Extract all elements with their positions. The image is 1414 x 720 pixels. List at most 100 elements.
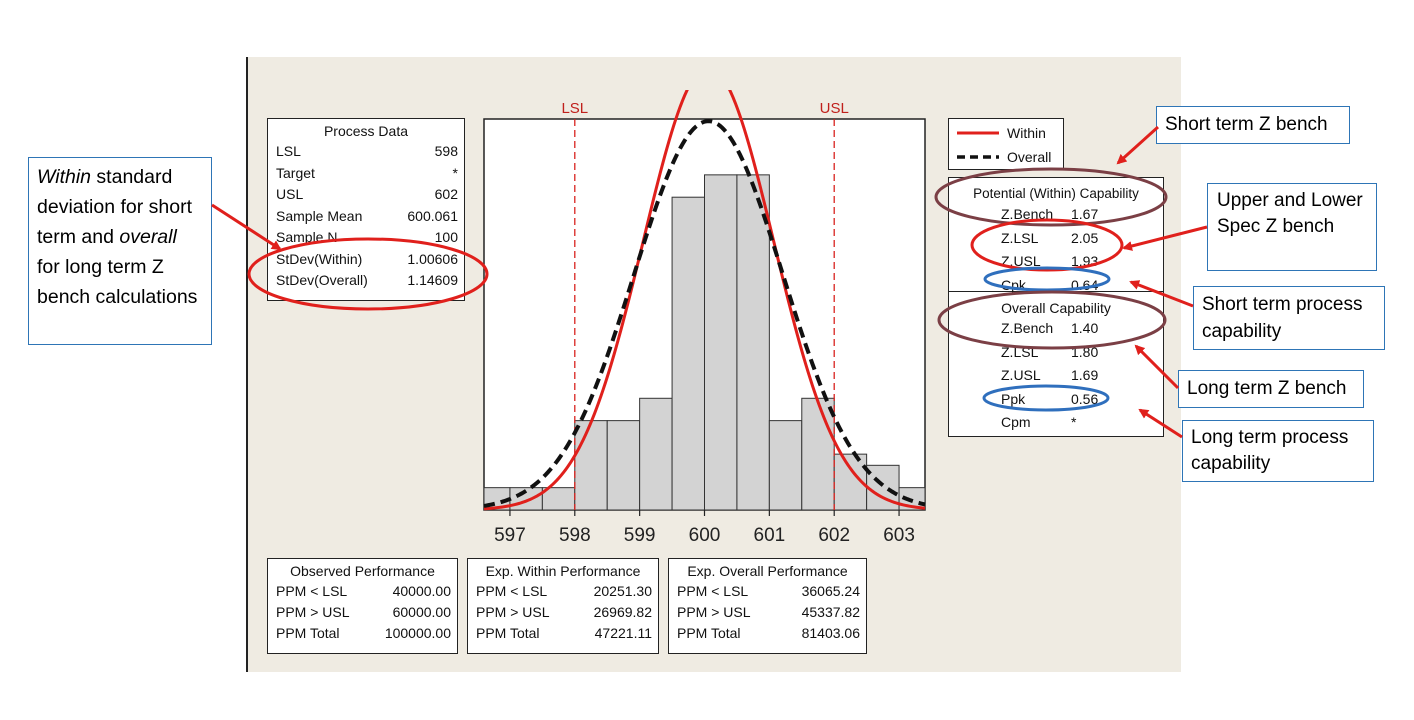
stat-value: 1.00606	[407, 250, 458, 267]
legend-overall-label: Overall	[1007, 149, 1051, 165]
stdev-highlight-ellipse	[247, 237, 489, 311]
stat-row: Sample Mean 600.061	[268, 206, 464, 228]
within-note-text-1: standard deviation for short term and	[37, 166, 193, 248]
zlsl-zusl-ellipse	[970, 218, 1124, 272]
histogram-bar	[606, 420, 641, 511]
histogram-chart: LSL USL 597 598 599 600 601 602 603	[483, 90, 926, 546]
overall-capability-title: Overall Capability	[1001, 300, 1111, 316]
stat-value: 1.67	[1071, 206, 1099, 222]
stat-row: PPM < LSL 20251.30	[468, 581, 658, 602]
long-term-z-note: Long term Z bench	[1178, 370, 1364, 408]
potential-capability-title: Potential (Within) Capability	[973, 186, 1139, 201]
stat-label: Cpm	[1001, 414, 1031, 430]
stat-row: Z.Bench 1.67	[949, 203, 1163, 227]
legend-box: Within Overall	[948, 118, 1064, 170]
stat-value: 600.061	[407, 207, 458, 224]
performance-title: Exp. Within Performance	[485, 563, 641, 579]
process-data-title: Process Data	[323, 123, 409, 139]
stat-row: PPM < LSL 40000.00	[268, 581, 457, 602]
legend-within-label: Within	[1007, 125, 1046, 141]
curve-within	[483, 90, 926, 511]
stat-value: 598	[434, 143, 458, 159]
stat-label: Z.LSL	[1001, 229, 1039, 246]
x-tick-label: 601	[754, 525, 786, 546]
stat-value: 1.14609	[407, 272, 458, 288]
stat-row: Z.Bench 1.40	[949, 317, 1163, 341]
performance-title: Observed Performance	[290, 563, 435, 579]
stat-row: StDev(Overall) 1.14609	[268, 270, 464, 292]
stat-row: PPM > USL 26969.82	[468, 602, 658, 623]
histogram-bar	[574, 420, 608, 511]
stat-label: PPM > USL	[476, 604, 550, 620]
short-term-z-note: Short term Z bench	[1156, 106, 1350, 144]
legend-svg: Within Overall	[957, 125, 1051, 165]
stat-value: 20251.30	[593, 583, 652, 599]
stat-row: PPM > USL 60000.00	[268, 602, 457, 623]
stat-label: PPM < LSL	[476, 583, 548, 599]
stat-label: PPM > USL	[677, 604, 751, 620]
overall-zbench-ellipse	[937, 290, 1167, 350]
stat-label: PPM Total	[677, 625, 741, 641]
stat-value: *	[1071, 414, 1077, 430]
spec-label-usl: USL	[820, 100, 849, 117]
stat-row: USL 602	[268, 184, 464, 206]
short-term-capability-note: Short term process capability	[1193, 286, 1385, 350]
stat-value: 45337.82	[801, 604, 860, 620]
histogram-bar	[704, 174, 738, 511]
stat-value: 2.05	[1071, 229, 1099, 246]
within-italic-word: Within	[37, 166, 92, 188]
within-note-arrow	[211, 203, 282, 251]
stat-value: 26969.82	[593, 604, 652, 620]
stat-row: PPM Total 47221.11	[468, 623, 658, 644]
x-tick-label: 599	[624, 525, 656, 546]
histogram-bar	[801, 397, 835, 511]
long-term-capability-note: Long term process capability	[1182, 420, 1374, 482]
stat-value: 47221.11	[594, 625, 652, 641]
stat-row: Ppk 0.56	[949, 388, 1163, 412]
stat-value: 40000.00	[392, 583, 451, 599]
stat-label: USL	[276, 186, 304, 202]
short-term-z-arrow	[1116, 125, 1160, 165]
stat-row: PPM < LSL 36065.24	[669, 581, 866, 602]
overall-italic-word: overall	[119, 226, 177, 248]
histogram-bar	[671, 196, 706, 511]
stat-row: LSL 598	[268, 141, 464, 163]
stat-label: Z.USL	[1001, 367, 1041, 383]
performance-box: Exp. Within Performance PPM < LSL 20251.30…	[467, 558, 659, 654]
stat-label: PPM > USL	[276, 604, 350, 620]
stat-row: StDev(Within) 1.00606	[268, 249, 464, 271]
performance-title: Exp. Overall Performance	[687, 563, 848, 579]
stat-label: Target	[276, 164, 315, 181]
stat-value: 0.56	[1071, 390, 1099, 407]
performance-box: Observed Performance PPM < LSL 40000.00 PPM…	[267, 558, 458, 654]
stat-value: 100	[434, 229, 458, 245]
x-tick-label: 603	[883, 525, 915, 546]
ppk-ellipse	[982, 384, 1110, 412]
x-tick-label: 602	[818, 525, 850, 546]
stat-label: StDev(Within)	[276, 250, 363, 267]
stat-label: PPM < LSL	[677, 583, 749, 599]
x-tick-label: 598	[559, 525, 591, 546]
left-border-line	[246, 57, 248, 672]
long-term-capability-arrow	[1138, 408, 1183, 439]
stat-label: Z.USL	[1001, 253, 1041, 269]
within-stdev-note: Within standard deviation for short term…	[28, 157, 212, 345]
stat-row: Z.USL 1.69	[949, 364, 1163, 388]
stat-row: PPM Total 100000.00	[268, 623, 457, 644]
x-tick-label: 597	[494, 525, 526, 546]
stat-row: Target *	[268, 163, 464, 185]
stat-value: 60000.00	[392, 604, 451, 620]
stat-label: Z.Bench	[1001, 206, 1054, 222]
spec-label-lsl: LSL	[561, 100, 588, 117]
x-tick-label: 600	[689, 525, 721, 546]
stat-label: PPM Total	[276, 625, 340, 641]
stat-label: Z.Bench	[1001, 320, 1054, 336]
short-term-capability-arrow	[1129, 280, 1194, 308]
stat-row: PPM Total 81403.06	[669, 623, 866, 644]
stat-label: PPM Total	[476, 625, 540, 641]
long-term-z-arrow	[1134, 344, 1180, 390]
stat-row: PPM > USL 45337.82	[669, 602, 866, 623]
stat-value: 81403.06	[801, 625, 860, 641]
stat-label: Ppk	[1001, 390, 1026, 407]
